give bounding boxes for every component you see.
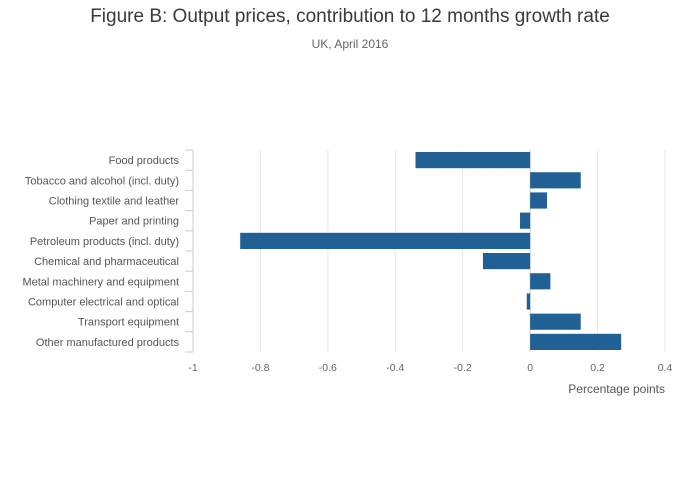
- x-tick-label: -0.8: [251, 362, 269, 374]
- bar: [530, 273, 551, 290]
- category-label: Petroleum products (incl. duty): [30, 236, 179, 248]
- category-label: Tobacco and alcohol (incl. duty): [25, 175, 179, 187]
- bar: [526, 293, 531, 310]
- bar: [482, 253, 531, 270]
- chart-subtitle: UK, April 2016: [311, 37, 389, 51]
- x-axis-label: Percentage points: [568, 382, 665, 396]
- bar: [530, 172, 581, 189]
- bar: [530, 333, 622, 350]
- x-axis-ticks: -1 -0.8 -0.6 -0.4 -0.2 0 0.2 0.4: [188, 362, 672, 374]
- x-tick-label: -1: [188, 362, 197, 374]
- bar: [530, 313, 581, 330]
- x-tick-label: -0.4: [386, 362, 404, 374]
- x-tick-label: 0.2: [590, 362, 605, 374]
- bar: [415, 152, 531, 169]
- gridlines: [259, 150, 666, 352]
- bar: [240, 232, 531, 249]
- bar: [530, 192, 547, 209]
- category-label: Other manufactured products: [36, 337, 180, 349]
- category-label: Clothing textile and leather: [49, 196, 180, 208]
- bar: [520, 212, 531, 229]
- x-tick-label: -0.6: [319, 362, 337, 374]
- category-label: Metal machinery and equipment: [22, 276, 179, 288]
- chart-title: Figure B: Output prices, contribution to…: [90, 6, 610, 27]
- category-label: Chemical and pharmaceutical: [34, 256, 179, 268]
- category-label: Transport equipment: [78, 317, 179, 329]
- category-label: Computer electrical and optical: [28, 297, 179, 309]
- x-tick-label: -0.2: [454, 362, 472, 374]
- category-label: Paper and printing: [89, 216, 179, 228]
- bars: [240, 152, 622, 350]
- x-tick-label: 0.4: [658, 362, 673, 374]
- x-tick-label: 0: [527, 362, 533, 374]
- y-axis: Food products Tobacco and alcohol (incl. …: [22, 149, 194, 353]
- category-label: Food products: [109, 155, 180, 167]
